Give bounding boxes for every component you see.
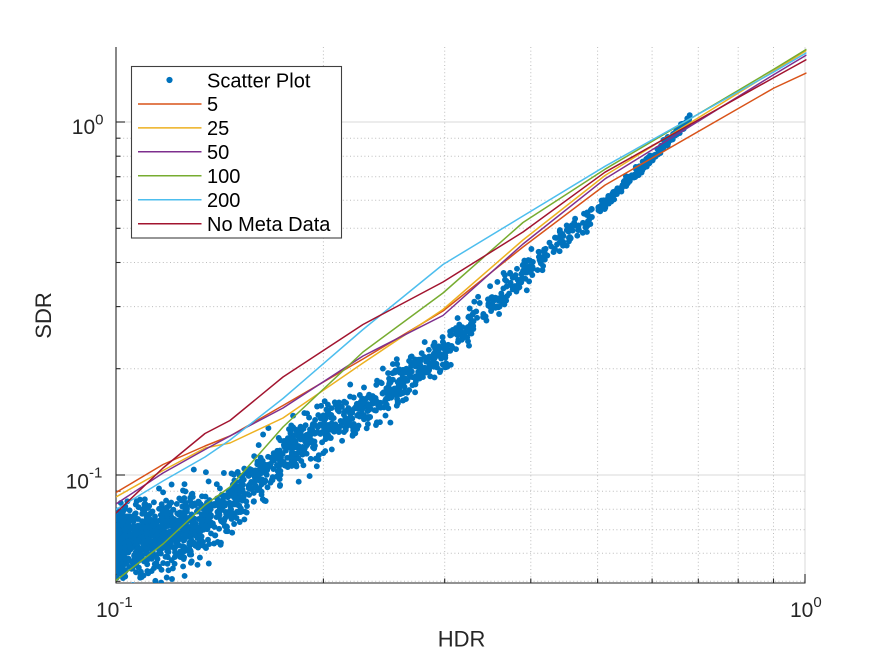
- svg-text:SDR: SDR: [31, 292, 56, 338]
- svg-text:100: 100: [207, 166, 240, 188]
- svg-text:No Meta Data: No Meta Data: [207, 214, 331, 236]
- svg-text:50: 50: [207, 142, 229, 164]
- svg-text:5: 5: [207, 94, 218, 116]
- svg-text:200: 200: [207, 190, 240, 212]
- svg-text:Scatter Plot: Scatter Plot: [207, 70, 311, 92]
- svg-text:25: 25: [207, 118, 229, 140]
- svg-text:HDR: HDR: [438, 627, 486, 652]
